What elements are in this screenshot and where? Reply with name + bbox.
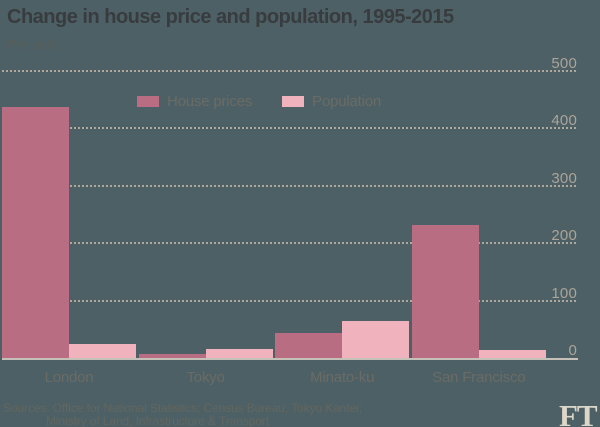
- y-axis-label-300: 300: [551, 169, 577, 187]
- y-axis-label-400: 400: [551, 112, 577, 129]
- y-axis-label-200: 200: [551, 227, 577, 244]
- house-prices-swatch: [137, 96, 159, 107]
- bar-minato-ku-house-prices: [275, 333, 343, 358]
- ft-logo: FT: [559, 398, 598, 427]
- gridline-200: [2, 242, 578, 244]
- source-note-line1: Sources: Office for National Statistics;…: [3, 401, 362, 415]
- chart-title: Change in house price and population, 19…: [7, 6, 454, 28]
- population-swatch: [282, 96, 305, 107]
- y-axis-label-100: 100: [551, 284, 577, 302]
- legend-item-population: Population: [282, 93, 381, 110]
- chart-subtitle: Per cent: [7, 36, 58, 52]
- x-axis-label-san-francisco: San Francisco: [432, 369, 526, 386]
- source-note-line2: Ministry of Land, Infrastructure & Trans…: [46, 414, 270, 427]
- legend: House prices Population: [137, 93, 403, 110]
- y-axis-label-500: 500: [551, 54, 577, 72]
- bar-san-francisco-house-prices: [411, 225, 479, 358]
- legend-label: Population: [312, 93, 382, 110]
- legend-label: House prices: [167, 93, 253, 110]
- gridline-500: [2, 69, 578, 72]
- x-axis-label-minato-ku: Minato-ku: [310, 369, 375, 386]
- gridline-300: [2, 184, 578, 187]
- gridline-400: [2, 127, 578, 129]
- bar-minato-ku-population: [342, 321, 410, 358]
- x-axis-label-london: London: [44, 369, 94, 386]
- source-note: Sources: Office for National Statistics;…: [3, 402, 362, 427]
- bar-london-house-prices: [2, 106, 69, 358]
- x-axis-label-tokyo: Tokyo: [186, 369, 225, 386]
- bar-san-francisco-population: [478, 349, 546, 358]
- legend-item-house-prices: House prices: [137, 93, 252, 110]
- bar-tokyo-house-prices: [138, 353, 206, 358]
- bar-tokyo-population: [205, 349, 273, 358]
- bar-london-population: [69, 343, 136, 358]
- y-axis-label-0: 0: [568, 342, 577, 359]
- x-axis-line: [2, 358, 578, 360]
- gridline-100: [2, 299, 578, 302]
